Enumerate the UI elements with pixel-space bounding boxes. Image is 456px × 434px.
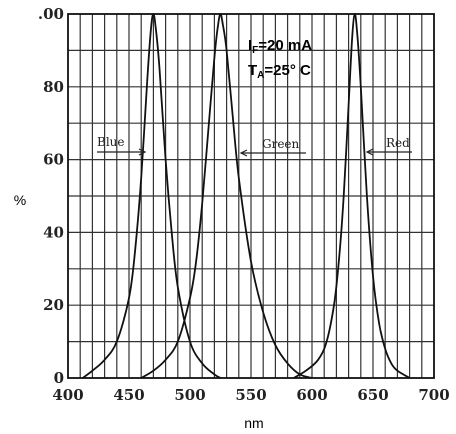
- series-label-green-text: Green: [262, 137, 300, 151]
- y-tick-label: .00: [38, 5, 64, 23]
- red-arrowhead: [365, 148, 374, 156]
- annotation-line-2: TA=25° C: [248, 62, 311, 81]
- grid: [68, 14, 434, 378]
- y-tick-label: 0: [54, 369, 64, 387]
- y-tick-label: 80: [43, 78, 64, 96]
- series-label-red-text: Red: [386, 136, 410, 150]
- conditions-annotation: IF=20 mA TA=25° C: [248, 37, 312, 81]
- y-tick-label: 40: [43, 223, 64, 241]
- x-tick-label: 500: [174, 386, 205, 404]
- y-tick-label: 20: [43, 296, 64, 314]
- series-curves: [82, 13, 411, 379]
- series-line-blue: [82, 13, 221, 379]
- x-tick-label: 400: [52, 386, 83, 404]
- x-tick-label: 550: [235, 386, 266, 404]
- series-label-green: Green: [239, 137, 306, 157]
- tick-labels: 400 450 500 550 600 650 700 0 20 40 60 80 .00: [38, 5, 450, 404]
- series-label-blue-text: Blue: [97, 135, 125, 149]
- plot-frame: [67, 13, 435, 379]
- x-axis-label: nm: [244, 415, 263, 431]
- blue-arrowhead: [138, 148, 147, 156]
- annotation-line-1: IF=20 mA: [248, 37, 312, 56]
- x-tick-label: 450: [113, 386, 144, 404]
- y-tick-label: 60: [43, 151, 64, 169]
- series-line-red: [293, 13, 411, 379]
- x-tick-label: 700: [418, 386, 449, 404]
- x-tick-label: 600: [296, 386, 327, 404]
- series-label-red: Red: [365, 136, 412, 156]
- series-label-blue: Blue: [97, 135, 147, 156]
- series-line-green: [140, 13, 313, 379]
- green-arrowhead: [239, 149, 248, 157]
- x-tick-label: 650: [357, 386, 388, 404]
- y-axis-label: %: [14, 192, 26, 208]
